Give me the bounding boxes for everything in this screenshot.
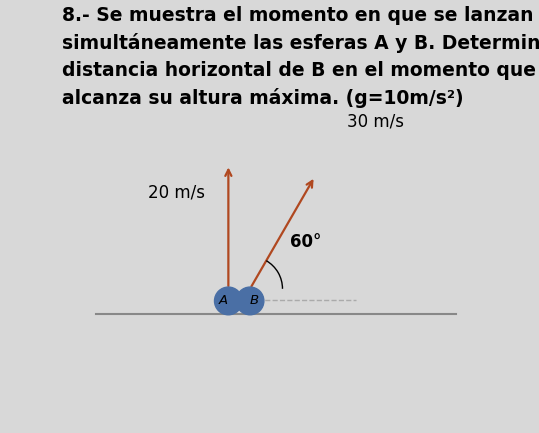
Text: 30 m/s: 30 m/s: [348, 112, 404, 130]
Text: 20 m/s: 20 m/s: [148, 184, 204, 202]
Text: B: B: [250, 294, 259, 307]
Circle shape: [215, 287, 242, 315]
Text: 60°: 60°: [291, 233, 322, 252]
Text: A: A: [219, 294, 228, 307]
Text: 8.- Se muestra el momento en que se lanzan
simultáneamente las esferas A y B. De: 8.- Se muestra el momento en que se lanz…: [61, 6, 539, 108]
Circle shape: [236, 287, 264, 315]
